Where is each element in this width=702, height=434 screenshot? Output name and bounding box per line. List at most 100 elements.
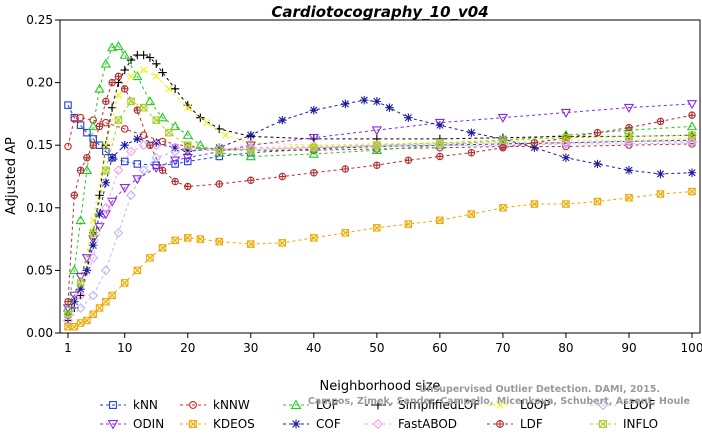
- data-point: [102, 297, 110, 306]
- data-point: [184, 141, 192, 149]
- data-point: [688, 131, 696, 139]
- data-point: [126, 190, 137, 201]
- data-point: [467, 210, 476, 218]
- x-axis: 1 10 20 30 40 50 60 70 80 90 100: [64, 333, 702, 355]
- data-point: [76, 279, 85, 287]
- data-point: [140, 66, 148, 74]
- data-point: [89, 141, 97, 149]
- data-point: [76, 166, 85, 174]
- data-point: [686, 100, 698, 110]
- legend-label: KDEOS: [213, 417, 255, 431]
- data-point: [151, 152, 162, 163]
- data-point: [70, 322, 79, 331]
- data-point: [133, 160, 142, 168]
- data-point: [372, 97, 382, 106]
- data-point: [102, 118, 110, 127]
- data-point: [106, 42, 118, 52]
- data-point: [196, 235, 205, 243]
- data-point: [686, 121, 698, 131]
- data-point: [373, 224, 381, 232]
- series-line: [67, 54, 693, 321]
- y-axis: 0.00 0.05 0.10 0.15 0.20 0.25: [26, 13, 60, 340]
- legend-item-simplifiedlof: SimplifiedLOF: [365, 398, 480, 412]
- y-tick-label: 0.10: [26, 201, 53, 215]
- data-point: [310, 234, 318, 242]
- data-point: [309, 105, 319, 115]
- legend-item-ldf: LDF: [487, 417, 543, 431]
- data-point: [120, 125, 129, 133]
- x-axis-label: Neighborhood size: [320, 379, 441, 394]
- data-point: [120, 157, 129, 166]
- data-point: [656, 169, 665, 179]
- data-point: [404, 220, 413, 228]
- data-point: [189, 420, 197, 428]
- data-point: [499, 143, 507, 152]
- data-point: [562, 200, 570, 208]
- data-point: [76, 284, 85, 294]
- data-point: [171, 236, 179, 245]
- data-point: [404, 113, 413, 122]
- data-point: [146, 254, 154, 262]
- data-point: [165, 85, 173, 93]
- data-point: [94, 222, 105, 232]
- data-point: [215, 237, 224, 246]
- data-point: [76, 319, 85, 327]
- data-point: [171, 160, 179, 168]
- series-lof: [62, 40, 698, 312]
- data-point: [120, 65, 129, 75]
- x-tick-label: 10: [117, 341, 132, 355]
- series-line: [67, 140, 692, 321]
- data-point: [182, 129, 193, 139]
- data-point: [278, 115, 287, 125]
- data-point: [278, 239, 287, 247]
- data-point: [467, 128, 476, 137]
- data-point: [89, 229, 97, 237]
- data-point: [404, 156, 413, 164]
- data-point: [64, 297, 72, 306]
- data-point: [95, 304, 104, 312]
- data-point: [106, 197, 118, 207]
- legend-label: ODIN: [133, 417, 164, 431]
- y-tick-label: 0.00: [26, 326, 53, 340]
- data-point: [138, 165, 149, 176]
- data-point: [102, 141, 110, 149]
- legend-label: FastABOD: [398, 417, 457, 431]
- legend-item-knnw: kNNW: [180, 398, 250, 412]
- x-tick-label: 1: [64, 341, 72, 355]
- data-point: [530, 200, 539, 208]
- data-point: [165, 128, 173, 137]
- data-point: [113, 165, 124, 176]
- legend-item-odin: ODIN: [100, 417, 164, 431]
- data-point: [530, 138, 539, 147]
- data-point: [120, 279, 129, 287]
- data-point: [341, 229, 350, 237]
- data-point: [152, 59, 161, 69]
- data-point: [133, 106, 142, 114]
- series-line: [67, 45, 693, 309]
- data-point: [100, 58, 111, 68]
- data-point: [310, 143, 318, 152]
- data-point: [120, 141, 129, 150]
- x-tick-label: 90: [621, 341, 636, 355]
- data-point: [89, 216, 97, 224]
- data-point: [75, 272, 86, 282]
- data-point: [113, 40, 124, 51]
- data-point: [127, 97, 135, 106]
- data-point: [70, 297, 79, 306]
- data-point: [133, 266, 142, 275]
- data-point: [656, 190, 665, 198]
- data-point: [114, 72, 123, 81]
- data-point: [688, 187, 696, 196]
- data-point: [371, 144, 382, 154]
- data-point: [88, 121, 99, 131]
- data-point: [247, 240, 255, 248]
- data-point: [245, 151, 256, 161]
- data-point: [341, 99, 350, 109]
- data-point: [152, 72, 160, 80]
- data-point: [215, 146, 224, 154]
- legend-item-cof: COF: [283, 417, 341, 431]
- y-tick-label: 0.25: [26, 13, 53, 27]
- data-point: [688, 111, 696, 119]
- data-point: [95, 209, 104, 219]
